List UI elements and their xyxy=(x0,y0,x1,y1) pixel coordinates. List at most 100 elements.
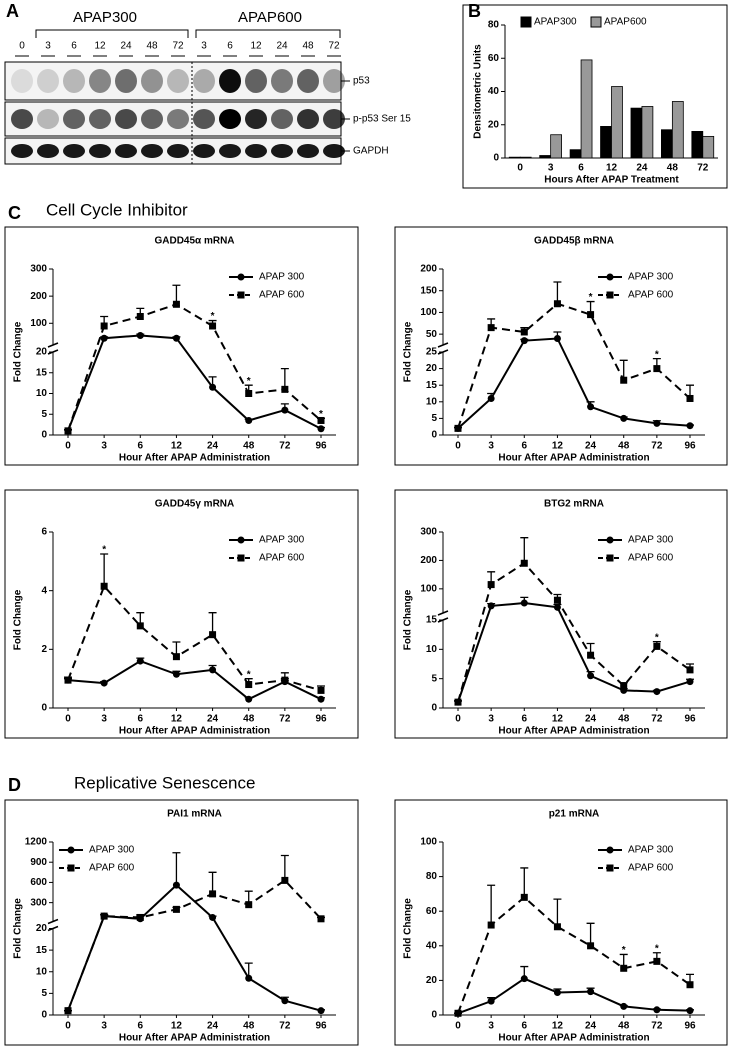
x-tick-label: 24 xyxy=(585,441,597,452)
y-tick-label: 15 xyxy=(36,945,48,956)
data-point xyxy=(520,328,528,336)
x-tick-label: 12 xyxy=(171,714,183,725)
data-point xyxy=(587,311,595,319)
y-tick-label: 100 xyxy=(420,307,437,318)
chart-title: GADD45α mRNA xyxy=(154,236,234,247)
legend-label: APAP 300 xyxy=(628,845,674,856)
band xyxy=(245,109,267,129)
chart-frame xyxy=(4,489,359,739)
band xyxy=(193,144,215,158)
error-bar xyxy=(100,553,109,587)
data-point xyxy=(620,682,628,690)
y-tick-label: 600 xyxy=(30,877,47,888)
data-point xyxy=(686,981,694,989)
y-tick-label: 40 xyxy=(426,940,438,951)
data-point xyxy=(317,915,325,923)
band xyxy=(297,69,319,93)
legend-marker xyxy=(606,846,614,854)
bar xyxy=(691,130,704,159)
y-tick-label: 20 xyxy=(488,119,500,130)
x-tick-label: 0 xyxy=(455,1021,461,1032)
band xyxy=(37,109,59,129)
band xyxy=(141,144,163,158)
data-point xyxy=(172,300,180,308)
band xyxy=(37,69,59,93)
band xyxy=(167,109,189,129)
y-axis-label: Fold Change xyxy=(403,898,414,959)
data-point xyxy=(209,913,217,921)
data-point xyxy=(245,901,253,909)
significance-marker: * xyxy=(622,945,626,956)
x-tick-label: 72 xyxy=(651,441,663,452)
panel-label: D xyxy=(8,775,21,795)
error-bar xyxy=(553,281,562,304)
band xyxy=(245,69,267,93)
data-point xyxy=(487,921,495,929)
band-label: p-p53 Ser 15 xyxy=(353,114,411,125)
band xyxy=(89,69,111,93)
y-axis-label: Densitometric Units xyxy=(473,44,484,139)
x-axis-label: Hour After APAP Administration xyxy=(498,453,649,464)
data-point xyxy=(172,670,180,678)
band xyxy=(323,109,345,129)
data-point xyxy=(317,686,325,694)
x-tick-label: 6 xyxy=(522,441,528,452)
x-tick-label: 6 xyxy=(578,163,584,174)
y-axis-label: Fold Change xyxy=(403,589,414,650)
y-tick-label: 80 xyxy=(488,20,500,31)
data-point xyxy=(136,313,144,320)
bar xyxy=(508,156,521,159)
y-tick-label: 10 xyxy=(36,966,48,977)
series-line xyxy=(457,896,691,1014)
data-point xyxy=(281,876,289,884)
y-tick-label: 50 xyxy=(426,329,438,340)
band xyxy=(63,109,85,129)
x-tick-label: 0 xyxy=(65,441,71,452)
section-title: Cell Cycle Inhibitor xyxy=(46,200,188,219)
x-tick-label: 6 xyxy=(138,714,144,725)
y-tick-label: 100 xyxy=(420,583,437,594)
bar xyxy=(671,101,684,159)
data-point xyxy=(553,334,561,342)
y-tick-label: 300 xyxy=(30,264,47,275)
band xyxy=(271,69,293,93)
data-point xyxy=(686,666,694,674)
y-tick-label: 0 xyxy=(41,430,47,441)
lane-label: 0 xyxy=(19,41,25,52)
lane-label: 6 xyxy=(71,41,77,52)
x-tick-label: 6 xyxy=(522,714,528,725)
significance-marker: * xyxy=(589,292,593,303)
data-point xyxy=(136,332,144,339)
band xyxy=(63,144,85,158)
data-point xyxy=(209,666,217,674)
y-axis-label: Fold Change xyxy=(13,321,24,382)
significance-marker: * xyxy=(655,632,659,643)
error-bar xyxy=(520,537,529,564)
y-tick-label: 0 xyxy=(431,703,437,714)
legend-label: APAP 300 xyxy=(628,272,674,283)
x-tick-label: 72 xyxy=(279,441,291,452)
data-point xyxy=(245,695,253,703)
data-point xyxy=(281,997,289,1005)
error-bar xyxy=(586,922,595,946)
lane-label: 6 xyxy=(227,41,233,52)
error-bar xyxy=(280,854,289,881)
x-tick-label: 3 xyxy=(488,441,494,452)
band xyxy=(323,69,345,93)
data-point xyxy=(587,403,595,411)
lane-label: 12 xyxy=(94,41,106,52)
series-line xyxy=(457,337,691,430)
series-line xyxy=(67,334,322,432)
data-point xyxy=(620,376,628,384)
y-tick-label: 60 xyxy=(426,906,438,917)
legend-marker xyxy=(67,846,75,854)
data-point xyxy=(172,334,180,342)
data-point xyxy=(520,975,528,983)
band xyxy=(323,144,345,158)
data-point xyxy=(620,1002,628,1010)
bracket xyxy=(35,29,341,38)
x-tick-label: 72 xyxy=(651,714,663,725)
panel-label: A xyxy=(6,1,19,21)
bar xyxy=(661,129,673,159)
